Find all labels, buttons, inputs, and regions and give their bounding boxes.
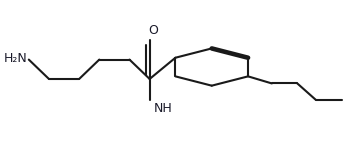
Text: O: O [148, 24, 158, 37]
Text: H₂N: H₂N [3, 52, 27, 65]
Text: NH: NH [154, 102, 172, 115]
